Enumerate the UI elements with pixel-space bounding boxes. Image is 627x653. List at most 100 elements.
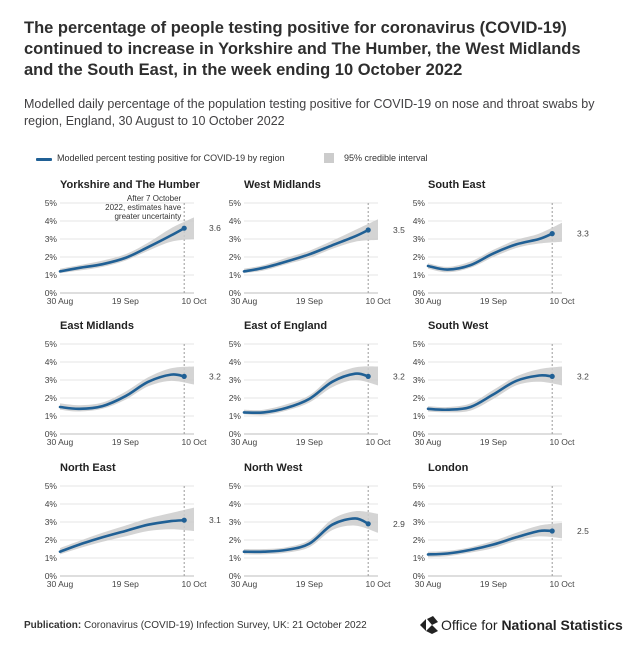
end-value-label: 2.5	[577, 526, 589, 536]
x-tick-label: 30 Aug	[415, 579, 442, 589]
end-point-marker	[549, 231, 555, 237]
y-tick-label: 2%	[229, 393, 242, 403]
y-tick-label: 0%	[45, 288, 58, 298]
y-tick-label: 0%	[45, 571, 58, 581]
x-tick-label: 30 Aug	[231, 296, 258, 306]
uncertainty-annotation: After 7 October 2022, estimates have great…	[105, 194, 182, 221]
end-value-label: 3.2	[393, 371, 405, 381]
x-tick-label: 10 Oct	[181, 296, 207, 306]
x-tick-label: 19 Sep	[480, 437, 507, 447]
x-tick-label: 19 Sep	[112, 437, 139, 447]
x-tick-label: 30 Aug	[47, 296, 74, 306]
end-value-label: 3.2	[209, 371, 221, 381]
end-value-label: 3.1	[209, 515, 221, 525]
y-tick-label: 3%	[45, 375, 58, 385]
y-tick-label: 2%	[413, 252, 426, 262]
y-tick-label: 2%	[45, 393, 58, 403]
chart-subtitle: Modelled daily percentage of the populat…	[24, 97, 595, 128]
end-value-label: 2.9	[393, 519, 405, 529]
panel-north-east: North East 0% 1% 2% 3% 4% 5% 30 Aug 19 Sep 10 Oct…	[45, 462, 221, 589]
publication-text: Coronavirus (COVID-19) Infection Survey,…	[84, 620, 367, 631]
x-tick-label: 10 Oct	[549, 437, 575, 447]
panel-title: Yorkshire and The Humber	[60, 179, 200, 191]
y-tick-label: 4%	[413, 216, 426, 226]
y-tick-label: 4%	[413, 499, 426, 509]
y-tick-label: 1%	[229, 270, 242, 280]
y-tick-label: 1%	[413, 553, 426, 563]
modelled-line	[58, 518, 186, 553]
y-tick-label: 4%	[45, 499, 58, 509]
chart-title: The percentage of people testing positiv…	[24, 19, 581, 79]
x-tick-label: 19 Sep	[296, 296, 323, 306]
panel-south-west: South West 0% 1% 2% 3% 4% 5% 30 Aug 19 Sep 10 Oct…	[413, 320, 589, 447]
x-tick-label: 10 Oct	[549, 579, 575, 589]
end-point-marker	[365, 227, 371, 233]
panel-yorkshire-and-the-humber: Yorkshire and The Humber 0% 1% 2% 3% 4% 5% 30 A…	[45, 179, 221, 306]
panel-title: East Midlands	[60, 320, 134, 332]
ons-logo-text: Office for National Statistics	[441, 617, 623, 633]
y-tick-label: 0%	[229, 288, 242, 298]
panel-title: South East	[428, 179, 486, 191]
panel-title: North East	[60, 462, 116, 474]
end-point-marker	[181, 517, 187, 523]
y-tick-label: 5%	[413, 481, 426, 491]
x-tick-label: 19 Sep	[480, 296, 507, 306]
x-tick-label: 30 Aug	[231, 437, 258, 447]
panel-west-midlands: West Midlands 0% 1% 2% 3% 4% 5% 30 Aug 19 Sep 10 …	[229, 179, 405, 306]
credible-interval-band	[428, 222, 562, 273]
x-tick-label: 30 Aug	[415, 437, 442, 447]
modelled-line	[426, 374, 554, 412]
y-tick-label: 0%	[229, 571, 242, 581]
x-tick-label: 10 Oct	[365, 437, 391, 447]
y-tick-label: 1%	[45, 553, 58, 563]
y-tick-label: 0%	[413, 571, 426, 581]
end-point-marker	[549, 373, 555, 379]
end-value-label: 3.2	[577, 371, 589, 381]
credible-interval-band	[244, 219, 378, 274]
y-tick-label: 5%	[45, 481, 58, 491]
modelled-line	[58, 373, 186, 411]
y-tick-label: 1%	[413, 270, 426, 280]
x-tick-label: 19 Sep	[296, 437, 323, 447]
y-tick-label: 2%	[45, 252, 58, 262]
credible-interval-band	[428, 522, 562, 558]
small-multiples-chart: Yorkshire and The Humber 0% 1% 2% 3% 4% 5% 30 A…	[45, 179, 589, 589]
y-tick-label: 3%	[413, 375, 426, 385]
end-point-marker	[549, 528, 555, 534]
y-tick-label: 2%	[45, 535, 58, 545]
modelled-line	[426, 529, 554, 556]
y-tick-label: 2%	[413, 535, 426, 545]
panel-south-east: South East 0% 1% 2% 3% 4% 5% 30 Aug 19 Sep 10 Oct…	[413, 179, 589, 306]
y-tick-label: 2%	[229, 535, 242, 545]
publication-note: Publication: Coronavirus (COVID-19) Infe…	[24, 620, 367, 631]
x-tick-label: 10 Oct	[365, 296, 391, 306]
x-tick-label: 19 Sep	[112, 579, 139, 589]
y-tick-label: 3%	[413, 234, 426, 244]
legend-line-label: Modelled percent testing positive for CO…	[57, 153, 285, 163]
panel-london: London 0% 1% 2% 3% 4% 5% 30 Aug 19 Sep 10 Oct 2.5	[413, 462, 589, 589]
y-tick-label: 0%	[229, 429, 242, 439]
y-tick-label: 3%	[229, 375, 242, 385]
end-point-marker	[181, 373, 187, 379]
credible-interval-band	[428, 366, 562, 413]
y-tick-label: 3%	[229, 234, 242, 244]
y-tick-label: 2%	[413, 393, 426, 403]
x-tick-label: 30 Aug	[415, 296, 442, 306]
x-tick-label: 30 Aug	[231, 579, 258, 589]
modelled-line	[242, 372, 370, 415]
credible-interval-band	[60, 217, 194, 274]
y-tick-label: 5%	[229, 339, 242, 349]
y-tick-label: 5%	[229, 198, 242, 208]
y-tick-label: 5%	[413, 198, 426, 208]
y-tick-label: 4%	[229, 216, 242, 226]
y-tick-label: 5%	[229, 481, 242, 491]
end-point-marker	[365, 373, 371, 379]
panel-east-of-england: East of England 0% 1% 2% 3% 4% 5% 30 Aug 19 Sep 1…	[229, 320, 405, 447]
y-tick-label: 3%	[45, 517, 58, 527]
y-tick-label: 1%	[229, 411, 242, 421]
y-tick-label: 4%	[229, 357, 242, 367]
y-tick-label: 1%	[229, 553, 242, 563]
modelled-line	[58, 226, 186, 273]
end-value-label: 3.6	[209, 223, 221, 233]
modelled-line	[242, 517, 370, 554]
